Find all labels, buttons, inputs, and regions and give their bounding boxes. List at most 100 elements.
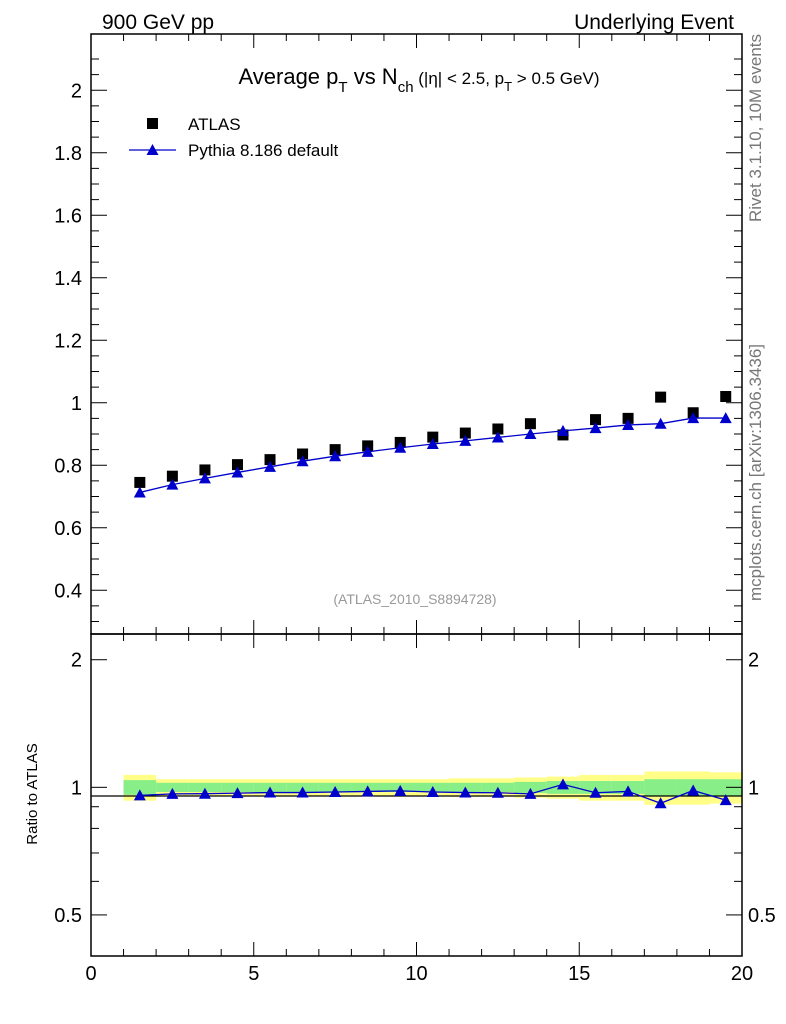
atlas-data-point xyxy=(166,470,178,482)
pythia-curve xyxy=(139,417,726,494)
atlas-data-point xyxy=(297,448,309,460)
pythia-ratio-point xyxy=(622,785,635,797)
mcplots-reference-label: mcplots.cern.ch [arXiv:1306.3436] xyxy=(746,344,765,601)
pythia-ratio-point xyxy=(198,787,211,799)
pythia-data-point xyxy=(133,486,146,498)
y-tick-label: 0.4 xyxy=(54,580,82,602)
y-tick-label: 1.2 xyxy=(54,330,82,352)
x-tick-label: 15 xyxy=(568,963,590,985)
pythia-data-point xyxy=(687,412,700,424)
ratio-tick-marks xyxy=(90,634,743,957)
pythia-ratio-point xyxy=(231,787,244,799)
green-uncertainty-band xyxy=(644,779,677,796)
main-tick-marks xyxy=(90,34,743,634)
pythia-data-point xyxy=(426,438,439,449)
ratio-y-tick-label: 1 xyxy=(71,777,82,799)
ratio-y-axis-label: Ratio to ATLAS xyxy=(24,743,41,844)
y-tick-label: 1.8 xyxy=(54,143,82,165)
y-tick-label: 1.6 xyxy=(54,205,82,227)
legend: ATLAS Pythia 8.186 default xyxy=(129,115,339,160)
pythia-data-point xyxy=(296,455,309,467)
atlas-data-point xyxy=(655,391,667,403)
rivet-version-label: Rivet 3.1.10, 10M events xyxy=(746,34,765,222)
x-tick-label: 20 xyxy=(731,963,753,985)
pythia-data-point xyxy=(524,428,537,439)
pythia-ratio-point xyxy=(589,786,602,798)
plot-title: Average pT vs Nch (|η| < 2.5, pT > 0.5 G… xyxy=(239,64,600,96)
pythia-ratio-point xyxy=(719,794,732,806)
atlas-data-point xyxy=(231,459,243,471)
atlas-data-point xyxy=(329,444,341,456)
atlas-data-point xyxy=(199,464,211,476)
green-uncertainty-band xyxy=(123,780,157,795)
pythia-ratio-point xyxy=(329,785,342,797)
ratio-y-tick-labels-right: 0.5 1 2 xyxy=(748,650,776,927)
pythia-ratio-point xyxy=(296,786,309,798)
atlas-data-point xyxy=(524,418,536,430)
ratio-y-tick-label-right: 0.5 xyxy=(748,905,776,927)
pythia-data-point xyxy=(491,431,504,443)
pythia-ratio-point xyxy=(133,789,146,801)
pythia-data-point xyxy=(329,450,342,462)
pythia-data-point xyxy=(622,418,635,430)
main-plot-panel: 0.4 0.6 0.8 1 1.2 1.4 1.6 1.8 2 Average pT vs Nc… xyxy=(54,33,743,635)
x-tick-label: 0 xyxy=(85,963,96,985)
header-right-label: Underlying Event xyxy=(574,11,734,34)
ratio-y-tick-label-right: 2 xyxy=(748,650,759,672)
green-uncertainty-band xyxy=(188,782,222,792)
y-tick-label: 1.4 xyxy=(54,268,82,290)
ratio-y-tick-label: 0.5 xyxy=(54,905,82,927)
legend-atlas-marker xyxy=(147,118,158,129)
legend-pythia-label: Pythia 8.186 default xyxy=(188,141,339,160)
atlas-data-point xyxy=(427,431,439,443)
atlas-data-point xyxy=(622,412,634,424)
pythia-ratio-point xyxy=(264,786,277,798)
main-series-layer xyxy=(133,391,732,498)
green-uncertainty-band xyxy=(709,779,742,796)
ratio-series-layer xyxy=(133,778,732,809)
x-tick-label: 10 xyxy=(405,963,427,985)
pythia-data-point xyxy=(231,466,244,478)
y-tick-label: 2 xyxy=(71,80,82,102)
ratio-y-tick-label: 2 xyxy=(71,650,82,672)
atlas-data-point xyxy=(264,454,276,466)
pythia-ratio-point xyxy=(687,784,700,796)
pythia-ratio-point xyxy=(556,778,569,790)
pythia-ratio-point xyxy=(524,787,537,799)
atlas-data-point xyxy=(492,423,504,435)
ratio-plot-panel: 0.5 1 2 0.5 1 2 0 5 10 15 20 Ratio to ATLAS xyxy=(24,633,776,985)
legend-atlas-label: ATLAS xyxy=(188,115,241,134)
main-y-tick-labels: 0.4 0.6 0.8 1 1.2 1.4 1.6 1.8 2 xyxy=(54,80,82,602)
x-tick-labels: 0 5 10 15 20 xyxy=(85,963,753,985)
green-uncertainty-band xyxy=(514,781,547,793)
header-left-label: 900 GeV pp xyxy=(102,11,214,34)
pythia-ratio-point xyxy=(394,784,407,796)
ratio-y-tick-labels-left: 0.5 1 2 xyxy=(54,650,82,927)
pythia-ratio-point xyxy=(491,786,504,798)
ratio-y-tick-label-right: 1 xyxy=(748,777,759,799)
y-tick-label: 0.6 xyxy=(54,518,82,540)
pythia-ratio-point xyxy=(361,785,374,797)
pythia-data-point xyxy=(264,460,277,472)
atlas-data-point xyxy=(134,476,146,488)
pythia-data-point xyxy=(394,441,407,453)
atlas-data-point xyxy=(590,414,602,426)
analysis-id-watermark: (ATLAS_2010_S8894728) xyxy=(333,591,496,607)
pythia-data-point xyxy=(198,472,211,484)
pythia-ratio-point xyxy=(459,786,472,798)
y-tick-label: 0.8 xyxy=(54,455,82,477)
pythia-data-point xyxy=(459,434,472,446)
pythia-data-point xyxy=(589,422,602,434)
atlas-data-point xyxy=(720,391,732,402)
pythia-ratio-point xyxy=(426,785,439,797)
pythia-data-point xyxy=(556,424,569,436)
y-tick-label: 1 xyxy=(71,393,82,415)
x-tick-label: 5 xyxy=(248,963,259,985)
pythia-ratio-point xyxy=(654,797,667,809)
atlas-data-point xyxy=(459,427,471,439)
pythia-data-point xyxy=(166,478,179,490)
pythia-data-point xyxy=(654,417,667,429)
green-uncertainty-band xyxy=(156,782,189,792)
ratio-plot-frame xyxy=(90,633,743,957)
